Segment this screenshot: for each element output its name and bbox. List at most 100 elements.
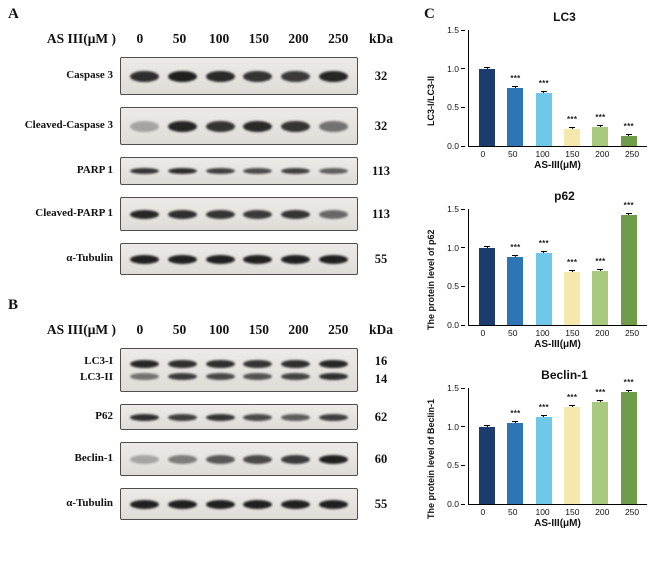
x-axis-label: AS-III(μM) — [534, 339, 581, 350]
plot-area: 0.0 0.5 1.0 1.5 *** *** *** *** *** — [447, 25, 647, 151]
significance-label: *** — [567, 258, 578, 268]
protein-name: PARP 1 — [76, 164, 113, 177]
protein-band — [167, 254, 197, 264]
plot-column: 0.0 0.5 1.0 1.5 *** *** *** *** *** 0 50 100 150 200 2… — [435, 201, 661, 350]
x-tick-label: 200 — [595, 328, 610, 338]
y-tick-label: 0.5 — [447, 102, 459, 113]
protein-band — [243, 168, 273, 174]
x-tick-label: 0 — [480, 507, 486, 517]
chart-p62: p62 The protein level of p62 0.0 0.5 1.0 1.5 *… — [424, 189, 661, 350]
significance-label: *** — [510, 74, 521, 83]
blot-row: Cleaved-Caspase 3 32 — [8, 107, 424, 145]
x-tick-label: 100 — [535, 149, 550, 159]
panel-c-label: C — [424, 6, 435, 22]
protein-band — [318, 209, 348, 219]
protein-band — [130, 254, 160, 264]
kda-value: 55 — [358, 252, 404, 266]
protein-band — [318, 70, 348, 82]
kda-header: kDa — [368, 322, 393, 337]
x-tick-label: 150 — [565, 149, 580, 159]
panel-b-rows: LC3-I LC3-II 16 14 P62 62 Beclin-1 60 α-Tubulin 5… — [8, 348, 424, 520]
bar-100 — [535, 93, 552, 146]
protein-name: LC3-II — [79, 371, 113, 383]
bar-150 — [564, 272, 581, 325]
x-tick-label: 100 — [535, 328, 550, 338]
protein-label: Cleaved-Caspase 3 — [8, 118, 120, 134]
bar-slot: *** — [530, 30, 558, 146]
protein-name: Cleaved-Caspase 3 — [24, 119, 113, 132]
dose-value: 50 — [172, 322, 187, 337]
y-tick: 1.0 — [435, 243, 465, 253]
protein-band — [318, 413, 348, 421]
kda-number: 113 — [371, 206, 391, 221]
error-bar — [540, 415, 547, 418]
chart-title: Beclin-1 — [541, 368, 588, 382]
blot-row: P62 62 — [8, 404, 424, 430]
y-tick-mark — [461, 106, 465, 108]
bar-200 — [592, 270, 609, 325]
x-tick-label: 50 — [508, 328, 518, 338]
chart-body: The protein level of Beclin-1 0.0 0.5 1.0 1.… — [424, 378, 661, 529]
bar-250 — [620, 215, 637, 325]
protein-band — [280, 413, 310, 421]
protein-band — [167, 499, 197, 509]
protein-band — [280, 209, 310, 219]
significance-label: *** — [595, 256, 606, 266]
x-ticks: 0 50 100 150 200 250 — [468, 328, 647, 338]
x-tick-label: 100 — [535, 507, 550, 517]
x-ticks: 0 50 100 150 200 250 — [468, 149, 647, 159]
error-bar — [569, 270, 576, 273]
error-bar — [512, 254, 519, 257]
blot-row: α-Tubulin 55 — [8, 243, 424, 275]
kda-value: 62 — [358, 410, 404, 424]
y-tick-mark — [461, 68, 465, 70]
dose-header-title: AS III(μM ) — [46, 31, 116, 46]
kda-value: 16 14 — [358, 354, 404, 386]
dose-value: 150 — [248, 31, 269, 46]
error-bar — [625, 212, 632, 216]
error-bar — [484, 245, 491, 248]
significance-label: *** — [623, 121, 634, 131]
protein-band — [130, 120, 160, 132]
kda-number: 113 — [371, 163, 391, 178]
error-bar — [597, 399, 604, 402]
dose-value: 200 — [288, 322, 309, 337]
bar-slot: *** — [501, 209, 529, 325]
band-lane-row — [121, 209, 357, 219]
chart-body: LC3-I/LC3-II 0.0 0.5 1.0 1.5 *** *** *** *** *** 0… — [424, 25, 661, 171]
protein-band — [167, 454, 197, 464]
bar-150 — [564, 129, 581, 146]
bar-slot: *** — [615, 30, 643, 146]
error-bar — [484, 424, 491, 427]
protein-name: α-Tubulin — [66, 497, 113, 510]
y-tick-label: 0.0 — [447, 499, 459, 509]
protein-band — [318, 454, 348, 464]
protein-band — [130, 413, 160, 421]
protein-band — [130, 70, 160, 82]
x-axis-label: AS-III(μM) — [534, 160, 581, 171]
panel-c: C LC3 LC3-I/LC3-II 0.0 0.5 1.0 1.5 *** *** *** **… — [424, 0, 669, 585]
blot-row: Cleaved-PARP 1 113 — [8, 197, 424, 231]
protein-name: LC3-I — [84, 355, 113, 368]
y-tick: 1.0 — [435, 64, 465, 74]
y-tick-mark — [461, 208, 465, 210]
protein-band — [205, 454, 235, 464]
significance-label: *** — [595, 387, 606, 397]
significance-label: *** — [623, 201, 634, 211]
protein-label: α-Tubulin — [8, 496, 120, 512]
protein-band — [243, 413, 273, 421]
bar-0 — [479, 68, 496, 146]
significance-label: *** — [595, 112, 606, 122]
y-tick-label: 1.0 — [447, 421, 459, 432]
protein-band — [280, 454, 310, 464]
y-tick: 0.5 — [435, 281, 465, 291]
significance-label: *** — [567, 393, 578, 403]
bar-charts: LC3 LC3-I/LC3-II 0.0 0.5 1.0 1.5 *** *** *** *** *… — [424, 10, 661, 529]
bar-slot: *** — [501, 30, 529, 146]
plot-column: 0.0 0.5 1.0 1.5 *** *** *** *** *** 0 50 100 150 200 2… — [438, 378, 661, 529]
protein-band — [243, 360, 273, 368]
bar-slot: *** — [530, 388, 558, 504]
blot-image — [120, 157, 358, 185]
protein-band — [167, 413, 197, 421]
bar-200 — [592, 401, 609, 504]
